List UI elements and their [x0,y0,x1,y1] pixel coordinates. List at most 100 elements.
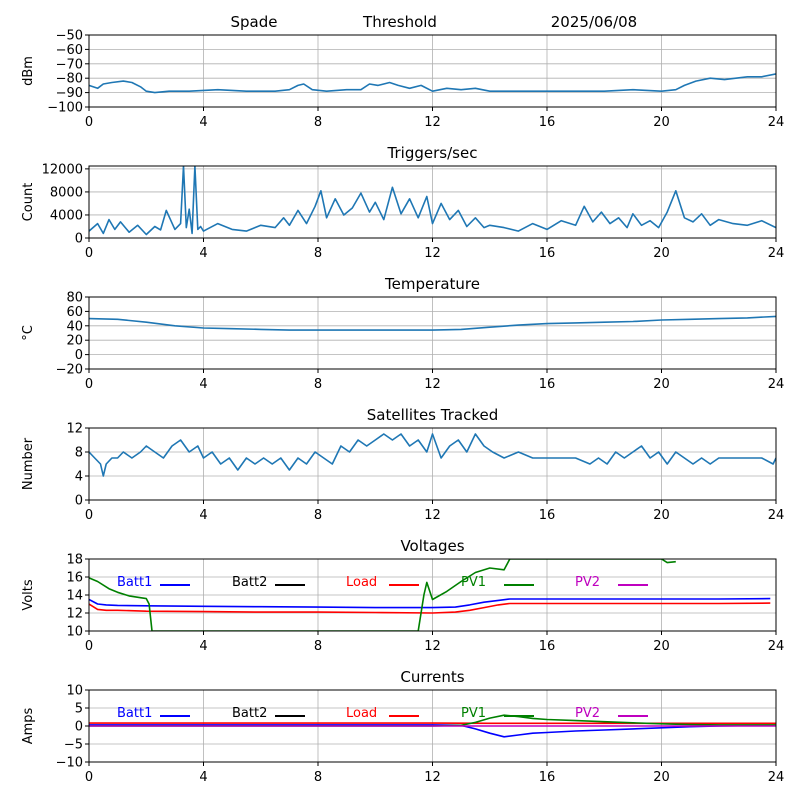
y-tick-label: 12000 [42,162,83,177]
y-tick-label: −20 [56,363,83,378]
x-tick-label: 8 [314,115,322,130]
x-tick-label: 4 [199,377,207,392]
y-tick-label: −80 [56,72,83,87]
y-tick-label: 18 [66,553,83,568]
header-center: Threshold [362,13,437,31]
y-tick-label: 12 [66,607,83,622]
y-axis-label: Count [21,183,36,222]
y-tick-label: 8 [75,446,83,461]
chart-title: Voltages [400,537,464,555]
y-tick-label: 16 [66,571,83,586]
y-axis-label: Number [21,437,36,490]
legend-label-pv1: PV1 [461,575,486,590]
x-tick-label: 8 [314,377,322,392]
series-line-0 [89,73,776,94]
x-tick-label: 24 [768,115,785,130]
y-tick-label: −60 [56,43,83,58]
x-tick-label: 20 [653,508,670,523]
x-tick-label: 12 [424,115,441,130]
x-tick-label: 12 [424,770,441,785]
x-tick-label: 4 [199,639,207,654]
header-left: Spade [231,13,278,31]
legend-label-batt2: Batt2 [232,706,267,721]
series-line-pv1 [89,559,676,631]
x-tick-label: 12 [424,508,441,523]
series-line-0 [89,315,776,331]
y-axis-label: °C [21,325,36,341]
x-tick-label: 8 [314,639,322,654]
x-tick-label: 24 [768,246,785,261]
x-tick-label: 20 [653,639,670,654]
y-tick-label: −100 [47,101,83,116]
series-line-0 [89,166,776,236]
x-tick-label: 0 [85,770,93,785]
series-line-batt1 [89,724,776,738]
y-tick-label: 60 [66,305,83,320]
x-tick-label: 24 [768,508,785,523]
x-tick-label: 12 [424,377,441,392]
x-tick-label: 4 [199,770,207,785]
x-tick-label: 4 [199,246,207,261]
x-tick-label: 0 [85,508,93,523]
y-tick-label: 0 [75,348,83,363]
y-tick-label: 80 [66,291,83,306]
y-tick-label: 20 [66,334,83,349]
series-line-load [89,602,771,614]
y-tick-label: −5 [64,738,83,753]
chart-panel-4: 0 4 8 12 16 20 24 10 12 14 16 18 Voltages Volts Batt1 B… [21,537,784,654]
x-tick-label: 16 [539,115,556,130]
series-line-0 [89,433,776,477]
x-tick-label: 16 [539,639,556,654]
x-tick-label: 16 [539,246,556,261]
chart-panel-0: 0 4 8 12 16 20 24 −100−90−80−70−60−50 dBm [21,29,784,131]
x-tick-label: 4 [199,508,207,523]
y-tick-label: 12 [66,422,83,437]
header-right: 2025/06/08 [551,13,637,31]
chart-title: Triggers/sec [387,144,478,162]
x-tick-label: 24 [768,377,785,392]
series-line-batt1 [89,597,771,609]
y-tick-label: 4000 [50,208,83,223]
chart-panel-5: 0 4 8 12 16 20 24 −10 −5 0 5 10 Currents Amps Batt1 Bat… [21,668,784,785]
x-tick-label: 8 [314,246,322,261]
y-tick-label: −70 [56,57,83,72]
y-tick-label: 10 [66,625,83,640]
y-tick-label: 4 [75,470,83,485]
x-tick-label: 4 [199,115,207,130]
x-tick-label: 0 [85,377,93,392]
y-tick-label: 14 [66,589,83,604]
x-tick-label: 20 [653,770,670,785]
x-tick-label: 8 [314,508,322,523]
y-tick-label: 5 [75,702,83,717]
x-tick-label: 24 [768,639,785,654]
chart-title: Temperature [384,275,480,293]
x-tick-label: 16 [539,770,556,785]
y-tick-label: 0 [75,720,83,735]
x-tick-label: 0 [85,639,93,654]
x-tick-label: 20 [653,377,670,392]
y-tick-label: −90 [56,86,83,101]
x-tick-label: 8 [314,770,322,785]
legend-label-pv2: PV2 [575,575,600,590]
y-tick-label: −50 [56,29,83,44]
chart-panel-3: 0 4 8 12 16 20 24 0 4 8 12 Satellites Tracked Number [21,406,784,523]
x-tick-label: 24 [768,770,785,785]
legend-label-load: Load [346,575,377,590]
series-line-pv1 [89,714,776,727]
y-axis-label: dBm [21,56,36,86]
y-tick-label: 10 [66,684,83,699]
legend-label-batt1: Batt1 [117,575,152,590]
chart-title: Currents [400,668,464,686]
legend-label-batt1: Batt1 [117,706,152,721]
y-axis-label: Amps [21,707,36,744]
chart-title: Satellites Tracked [367,406,498,424]
x-tick-label: 20 [653,246,670,261]
legend-label-load: Load [346,706,377,721]
legend-label-batt2: Batt2 [232,575,267,590]
x-tick-label: 12 [424,639,441,654]
y-tick-label: 0 [75,232,83,247]
y-axis-label: Volts [21,579,36,611]
